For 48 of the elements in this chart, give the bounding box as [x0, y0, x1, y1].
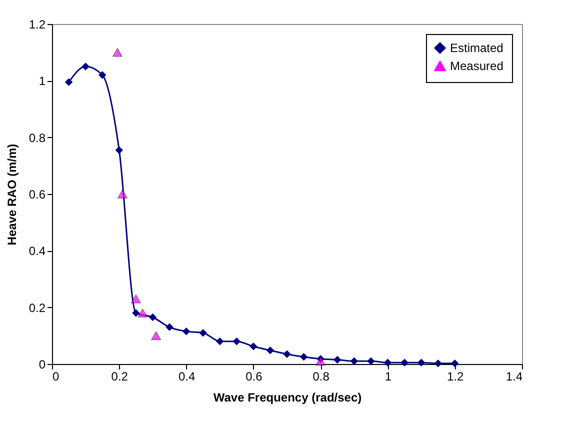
point — [138, 308, 148, 318]
point — [98, 71, 106, 79]
x-tick-label: 1 — [384, 370, 392, 384]
point — [112, 48, 122, 57]
y-tick-label: 0.2 — [28, 300, 46, 315]
y-tick-label: 1 — [38, 74, 46, 88]
y-tick-label: 0.8 — [28, 130, 46, 145]
x-tick-label: 0.2 — [111, 370, 128, 384]
legend-label: Measured — [450, 59, 504, 73]
y-tick-label: 0 — [38, 358, 46, 372]
x-tick-label: 0.4 — [178, 370, 196, 384]
point — [417, 358, 426, 366]
x-axis-title: Wave Frequency (rad/sec) — [213, 390, 362, 404]
point — [115, 146, 124, 154]
point — [148, 313, 157, 322]
y-tick-label: 0.4 — [28, 244, 46, 258]
point — [82, 62, 90, 70]
point — [130, 294, 141, 304]
point — [450, 360, 459, 368]
legend-label: Estimated — [450, 41, 504, 55]
point — [182, 328, 190, 336]
point — [216, 337, 224, 346]
x-tick-label: 0.8 — [312, 370, 330, 384]
point — [64, 78, 73, 86]
point — [333, 356, 342, 364]
y-tick-label: 1.2 — [28, 18, 46, 32]
point — [199, 328, 207, 337]
point — [250, 342, 258, 350]
x-tick-label: 1.2 — [447, 370, 464, 384]
point — [118, 190, 128, 198]
point — [266, 346, 274, 354]
x-tick-label: 1.4 — [506, 370, 523, 384]
point — [367, 357, 375, 366]
x-tick-label: 0.6 — [246, 370, 263, 384]
point — [232, 337, 241, 346]
point — [166, 323, 174, 332]
point — [300, 353, 308, 361]
point — [132, 309, 140, 317]
point — [283, 350, 291, 358]
point — [400, 358, 408, 366]
point — [316, 356, 326, 366]
y-axis-title: Heave RAO (m/m) — [4, 144, 19, 246]
y-tick-label: 0.6 — [28, 188, 46, 202]
point — [350, 357, 358, 366]
x-tick-label: 0 — [52, 370, 60, 384]
point — [151, 331, 162, 340]
point — [434, 360, 442, 368]
point — [384, 358, 392, 366]
